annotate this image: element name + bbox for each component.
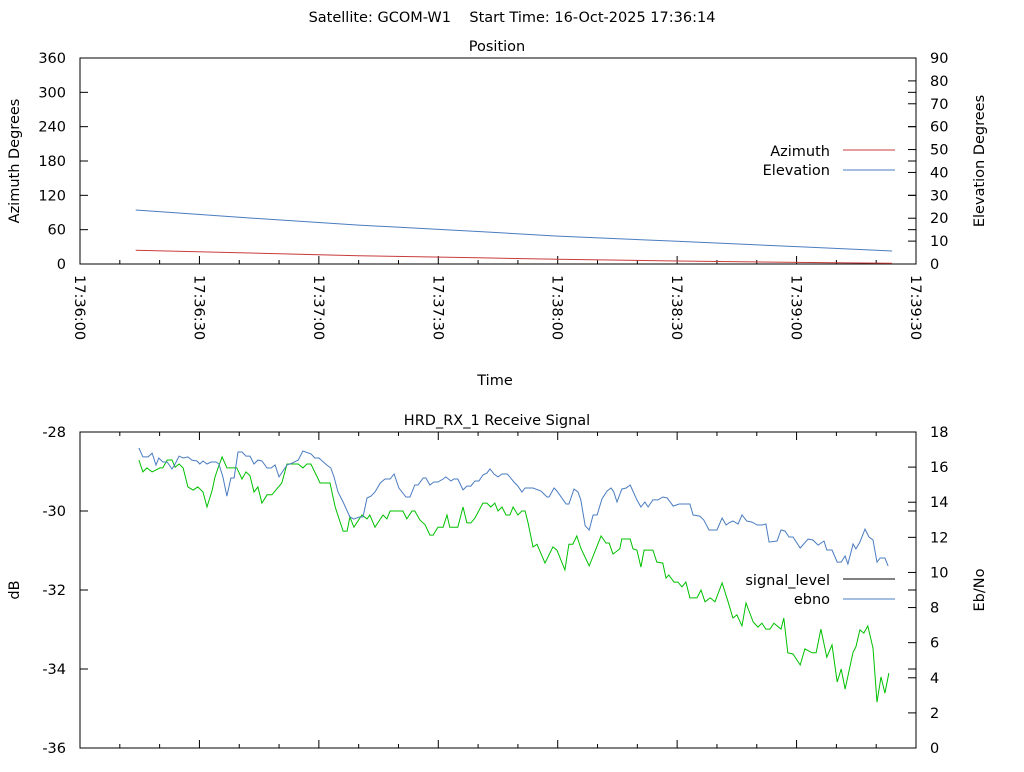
y2-tick-label: 4 [930, 671, 939, 687]
y2-tick-label: 12 [930, 530, 948, 546]
x-tick-label: 17:37:30 [429, 275, 445, 340]
x-tick-label: 17:36:30 [190, 275, 206, 340]
y2-tick-label: 0 [930, 741, 939, 757]
legend-label-signal-level: signal_level [745, 573, 830, 589]
signal-y2-axis-label: Eb/No [972, 568, 988, 611]
position-y2-axis-label: Elevation Degrees [972, 95, 988, 227]
series-line-signal-level [138, 455, 890, 703]
y2-tick-label: 16 [930, 460, 948, 476]
x-tick-label: 17:38:00 [549, 275, 565, 340]
y-tick-label: 120 [38, 188, 66, 204]
y2-tick-label: 18 [930, 425, 948, 441]
y2-tick-label: 10 [930, 565, 948, 581]
x-tick-label: 17:39:30 [907, 275, 923, 340]
y2-tick-label: 60 [930, 120, 948, 136]
y2-tick-label: 50 [930, 143, 948, 159]
y2-tick-label: 80 [930, 74, 948, 90]
y2-tick-label: 6 [930, 636, 939, 652]
position-x-axis-label: Time [476, 373, 513, 389]
signal-y-axis-label: dB [7, 580, 23, 599]
position-y-axis-label: Azimuth Degrees [7, 99, 23, 224]
receive-signal-chart: HRD_RX_1 Receive Signal dB Eb/No -28 -30 -… [7, 413, 988, 757]
x-tick-label: 17:36:00 [71, 275, 87, 340]
y-tick-label: -34 [42, 662, 66, 678]
signal-plot-frame [79, 431, 917, 749]
y2-tick-label: 10 [930, 234, 948, 250]
legend-label-azimuth: Azimuth [770, 144, 830, 160]
y2-tick-label: 70 [930, 97, 948, 113]
y-tick-label: 360 [38, 51, 66, 67]
y-tick-label: 180 [38, 154, 66, 170]
position-chart-title: Position [469, 39, 525, 55]
y2-tick-label: 14 [930, 495, 948, 511]
y-tick-label: 0 [57, 257, 66, 273]
y-tick-label: 300 [38, 85, 66, 101]
y2-tick-label: 20 [930, 211, 948, 227]
y2-tick-label: 90 [930, 51, 948, 67]
y-tick-label: -32 [42, 583, 66, 599]
signal-chart-title: HRD_RX_1 Receive Signal [404, 413, 590, 429]
x-tick-label: 17:39:00 [788, 275, 804, 340]
y2-tick-label: 8 [930, 601, 939, 617]
y-tick-label: -28 [42, 425, 66, 441]
series-line-azimuth [135, 249, 893, 264]
y-tick-label: 240 [38, 120, 66, 136]
y-tick-label: -36 [42, 741, 66, 757]
series-line-elevation [135, 209, 893, 252]
y-tick-label: 60 [48, 223, 66, 239]
y2-tick-label: 40 [930, 165, 948, 181]
position-legend: Azimuth Elevation [763, 144, 895, 179]
signal-legend: signal_level ebno [745, 573, 895, 608]
y2-tick-label: 0 [930, 257, 939, 273]
figure-title: Satellite: GCOM-W1 Start Time: 16-Oct-20… [309, 10, 716, 26]
x-tick-label: 17:37:00 [310, 275, 326, 340]
y2-tick-label: 2 [930, 706, 939, 722]
position-chart: Position Azimuth Degrees Elevation Degre… [7, 39, 988, 389]
x-tick-label: 17:38:30 [668, 275, 684, 340]
series-line-ebno [138, 447, 889, 567]
y2-tick-label: 30 [930, 188, 948, 204]
y-tick-label: -30 [42, 504, 66, 520]
legend-label-ebno: ebno [794, 592, 830, 608]
legend-label-elevation: Elevation [763, 163, 830, 179]
